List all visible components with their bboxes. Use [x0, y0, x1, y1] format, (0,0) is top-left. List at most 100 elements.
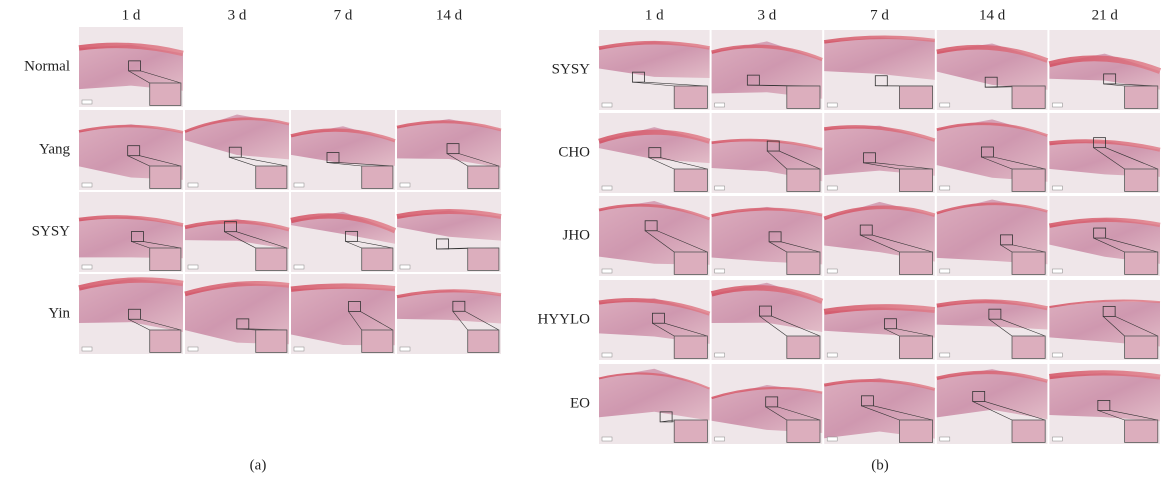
- scale-bar: [602, 186, 612, 190]
- zoom-inset: [1125, 336, 1158, 358]
- zoom-inset: [787, 336, 820, 358]
- histology-image: [1049, 280, 1160, 360]
- scale-bar: [827, 353, 837, 357]
- scale-bar: [294, 265, 304, 269]
- row-label: EO: [570, 395, 590, 411]
- histology-image: [824, 196, 935, 276]
- row-label: SYSY: [32, 223, 71, 239]
- histology-image: [824, 30, 935, 110]
- scale-bar: [82, 183, 92, 187]
- zoom-inset: [256, 248, 287, 270]
- zoom-inset: [362, 166, 393, 188]
- histology-image: [824, 280, 935, 360]
- zoom-inset: [674, 336, 707, 358]
- column-header: 14 d: [979, 7, 1006, 23]
- zoom-inset: [256, 166, 287, 188]
- zoom-inset: [1012, 252, 1045, 274]
- histology-image: [599, 30, 710, 110]
- scale-bar: [827, 186, 837, 190]
- histology-image: [1049, 113, 1160, 193]
- histology-image: [937, 113, 1048, 193]
- histology-image: [291, 274, 395, 354]
- scale-bar: [400, 347, 410, 351]
- zoom-inset: [150, 248, 181, 270]
- histology-image: [1049, 30, 1160, 110]
- zoom-inset: [468, 248, 499, 270]
- scale-bar: [715, 353, 725, 357]
- scale-bar: [294, 347, 304, 351]
- histology-image: [712, 30, 823, 110]
- scale-bar: [940, 269, 950, 273]
- zoom-inset: [362, 330, 393, 352]
- figure: (a) (b) 1 d3 d7 d14 dNormalYangSYSYYin1 …: [0, 0, 1165, 483]
- column-header: 7 d: [334, 7, 353, 23]
- column-header: 1 d: [645, 7, 664, 23]
- zoom-inset: [787, 252, 820, 274]
- scale-bar: [1052, 186, 1062, 190]
- zoom-inset: [468, 166, 499, 188]
- tissue: [1049, 373, 1160, 421]
- zoom-inset: [256, 330, 287, 352]
- zoom-inset: [150, 166, 181, 188]
- zoom-inset: [1125, 252, 1158, 274]
- histology-image: [712, 113, 823, 193]
- scale-bar: [715, 437, 725, 441]
- scale-bar: [1052, 353, 1062, 357]
- caption: (b): [871, 457, 889, 473]
- histology-image: [397, 274, 501, 354]
- scale-bar: [82, 347, 92, 351]
- scale-bar: [1052, 269, 1062, 273]
- histology-image: [291, 192, 395, 272]
- column-header: 3 d: [228, 7, 247, 23]
- histology-image: [937, 364, 1048, 444]
- histology-image: [599, 113, 710, 193]
- histology-image: [79, 110, 183, 190]
- zoom-inset: [674, 252, 707, 274]
- scale-bar: [188, 347, 198, 351]
- histology-image: [599, 364, 710, 444]
- column-header: 1 d: [122, 7, 141, 23]
- zoom-inset: [674, 86, 707, 108]
- scale-bar: [82, 100, 92, 104]
- scale-bar: [1052, 437, 1062, 441]
- scale-bar: [940, 186, 950, 190]
- histology-image: [79, 192, 183, 272]
- zoom-inset: [150, 330, 181, 352]
- scale-bar: [188, 183, 198, 187]
- histology-image: [397, 110, 501, 190]
- histology-image: [291, 110, 395, 190]
- scale-bar: [602, 269, 612, 273]
- histology-image: [712, 196, 823, 276]
- histology-image: [937, 30, 1048, 110]
- zoom-inset: [899, 86, 932, 108]
- zoom-inset: [1125, 420, 1158, 442]
- histology-image: [185, 110, 289, 190]
- zoom-inset: [1125, 86, 1158, 108]
- scale-bar: [715, 186, 725, 190]
- histology-image: [79, 274, 183, 354]
- column-header: 21 d: [1092, 7, 1119, 23]
- scale-bar: [827, 103, 837, 107]
- scale-bar: [940, 353, 950, 357]
- zoom-inset: [899, 420, 932, 442]
- caption: (a): [250, 457, 267, 473]
- scale-bar: [827, 269, 837, 273]
- scale-bar: [82, 265, 92, 269]
- column-header: 3 d: [758, 7, 777, 23]
- zoom-inset: [468, 330, 499, 352]
- scale-bar: [827, 437, 837, 441]
- row-label: HYYLO: [538, 311, 591, 327]
- scale-bar: [940, 103, 950, 107]
- row-label: JHO: [562, 227, 590, 243]
- histology-image: [824, 113, 935, 193]
- scale-bar: [602, 353, 612, 357]
- histology-image: [937, 196, 1048, 276]
- zoom-inset: [362, 248, 393, 270]
- scale-bar: [188, 265, 198, 269]
- histology-image: [712, 364, 823, 444]
- zoom-inset: [1012, 86, 1045, 108]
- tissue-edge: [291, 286, 395, 289]
- zoom-inset: [1125, 169, 1158, 191]
- row-label: Normal: [24, 58, 70, 74]
- histology-image: [79, 27, 183, 107]
